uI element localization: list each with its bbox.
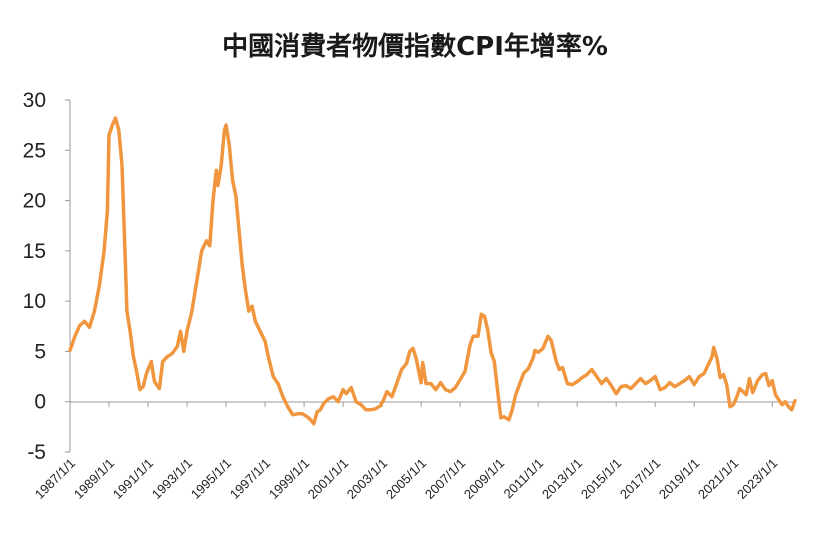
y-tick-label: 5 bbox=[34, 340, 46, 363]
chart-axes bbox=[69, 100, 795, 452]
y-tick-label: 0 bbox=[34, 391, 46, 414]
x-axis-ticks: 1987/1/11989/1/11991/1/11993/1/11995/1/1… bbox=[32, 402, 780, 502]
x-tick-label: 2017/1/1 bbox=[617, 456, 663, 502]
series-layer bbox=[68, 116, 797, 426]
x-tick-label: 1993/1/1 bbox=[149, 456, 195, 502]
x-tick-label: 1995/1/1 bbox=[188, 456, 234, 502]
x-tick-label: 2019/1/1 bbox=[656, 456, 702, 502]
chart-title: 中國消費者物價指數CPI年增率% bbox=[222, 31, 608, 62]
x-tick-label: 2021/1/1 bbox=[695, 456, 741, 502]
x-tick-label: 1991/1/1 bbox=[110, 456, 156, 502]
y-tick-label: 20 bbox=[23, 190, 46, 213]
y-tick-label: 15 bbox=[23, 240, 46, 263]
y-axis-ticks: 30 25 20 15 10 5 0 -5 bbox=[23, 89, 70, 464]
x-tick-label: 1997/1/1 bbox=[227, 456, 273, 502]
x-tick-label: 1999/1/1 bbox=[266, 456, 312, 502]
x-tick-label: 2005/1/1 bbox=[383, 456, 429, 502]
y-tick-label: 30 bbox=[23, 89, 46, 112]
x-tick-label: 2003/1/1 bbox=[344, 456, 390, 502]
x-tick-label: 2009/1/1 bbox=[461, 456, 507, 502]
y-tick-label: 25 bbox=[23, 139, 46, 162]
x-tick-label: 1989/1/1 bbox=[71, 456, 117, 502]
x-tick-label: 2013/1/1 bbox=[539, 456, 585, 502]
y-tick-label: -5 bbox=[27, 441, 46, 464]
x-tick-label: 2007/1/1 bbox=[422, 456, 468, 502]
x-tick-label: 2001/1/1 bbox=[305, 456, 351, 502]
y-tick-label: 10 bbox=[23, 290, 46, 313]
x-tick-label: 2023/1/1 bbox=[734, 456, 780, 502]
x-tick-label: 2011/1/1 bbox=[501, 456, 547, 502]
cpi-series-line bbox=[68, 116, 797, 426]
x-tick-label: 2015/1/1 bbox=[578, 456, 624, 502]
